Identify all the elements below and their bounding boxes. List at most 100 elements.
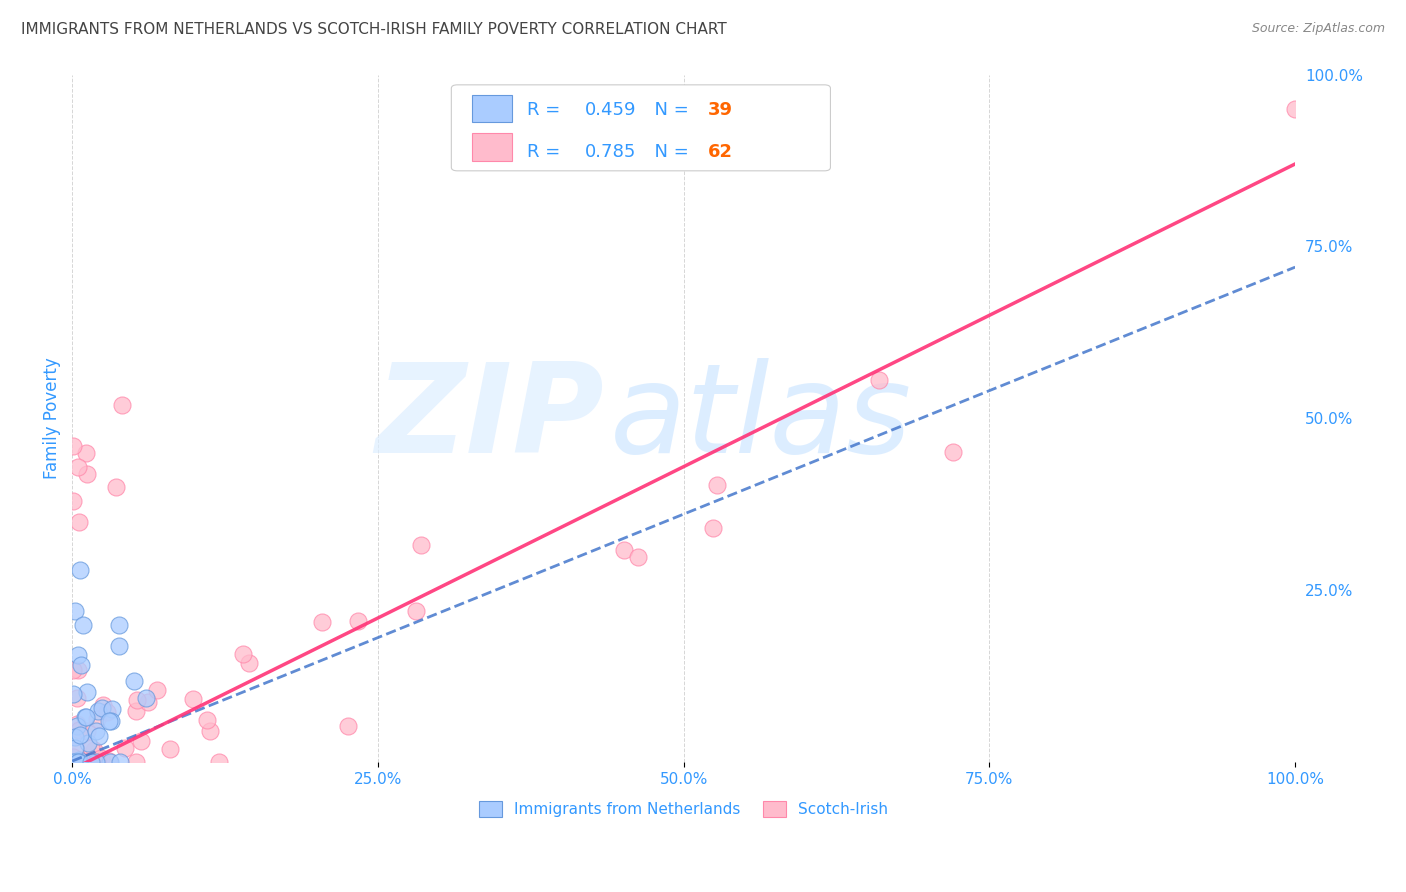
Point	[195, 713, 218, 727]
Point	[86, 756, 108, 770]
Point	[63, 730, 86, 744]
Point	[73, 710, 96, 724]
Point	[1284, 102, 1306, 116]
Point	[129, 734, 152, 748]
Point	[409, 538, 432, 552]
Point	[942, 445, 965, 459]
Point	[96, 705, 118, 719]
Point	[76, 467, 98, 481]
Point	[198, 723, 221, 738]
Point	[72, 618, 94, 632]
Point	[104, 480, 127, 494]
Point	[86, 712, 108, 726]
Point	[159, 741, 181, 756]
Point	[311, 615, 333, 629]
Point	[62, 756, 84, 770]
Text: N =: N =	[644, 143, 695, 161]
Point	[66, 756, 89, 770]
Bar	[472, 95, 512, 122]
Text: Source: ZipAtlas.com: Source: ZipAtlas.com	[1251, 22, 1385, 36]
Point	[66, 719, 89, 733]
Point	[70, 756, 93, 770]
Point	[62, 494, 84, 508]
Text: 0.785: 0.785	[585, 143, 636, 161]
Point	[125, 692, 148, 706]
Point	[69, 756, 91, 770]
Point	[70, 756, 93, 770]
Text: ZIP: ZIP	[375, 358, 605, 479]
Text: atlas: atlas	[610, 358, 912, 479]
Point	[146, 683, 169, 698]
Point	[97, 754, 120, 768]
Point	[62, 756, 84, 770]
Point	[77, 756, 100, 770]
Point	[208, 756, 231, 770]
Text: R =: R =	[527, 102, 567, 120]
Point	[80, 741, 103, 756]
Point	[110, 756, 132, 770]
Point	[76, 685, 98, 699]
Point	[83, 743, 105, 757]
Point	[79, 756, 101, 770]
Point	[706, 478, 728, 492]
Bar	[472, 134, 512, 161]
Point	[90, 751, 112, 765]
Point	[122, 673, 145, 688]
Point	[84, 723, 107, 738]
Point	[346, 615, 368, 629]
Point	[62, 750, 84, 764]
Point	[91, 698, 114, 713]
Point	[77, 735, 100, 749]
Point	[62, 756, 84, 770]
Point	[90, 701, 112, 715]
Point	[70, 658, 93, 673]
Text: R =: R =	[527, 143, 567, 161]
Point	[62, 756, 84, 770]
Point	[108, 617, 131, 632]
Point	[62, 756, 84, 770]
Point	[100, 714, 122, 728]
FancyBboxPatch shape	[451, 85, 831, 171]
Point	[62, 756, 84, 770]
Point	[67, 723, 90, 737]
Point	[62, 756, 84, 770]
Point	[63, 741, 86, 756]
Point	[702, 521, 724, 535]
Point	[98, 756, 121, 770]
Point	[89, 729, 111, 743]
Point	[613, 543, 636, 558]
Point	[69, 563, 91, 577]
Point	[65, 743, 87, 757]
Point	[124, 756, 146, 770]
Point	[75, 710, 97, 724]
Point	[627, 550, 650, 565]
Text: 0.459: 0.459	[585, 102, 636, 120]
Point	[65, 756, 87, 770]
Point	[66, 717, 89, 731]
Point	[62, 663, 84, 677]
Point	[72, 756, 94, 770]
Point	[75, 446, 97, 460]
Text: 39: 39	[709, 102, 733, 120]
Point	[67, 756, 90, 770]
Point	[232, 647, 254, 661]
Point	[114, 740, 136, 755]
Point	[87, 704, 110, 718]
Point	[62, 439, 84, 453]
Point	[67, 648, 90, 663]
Point	[67, 756, 90, 770]
Point	[83, 756, 105, 770]
Point	[136, 695, 159, 709]
Point	[67, 663, 90, 677]
Point	[76, 724, 98, 739]
Point	[337, 719, 360, 733]
Y-axis label: Family Poverty: Family Poverty	[44, 358, 60, 479]
Point	[69, 728, 91, 742]
Point	[181, 692, 204, 706]
Point	[238, 656, 260, 670]
Text: 62: 62	[709, 143, 733, 161]
Point	[65, 604, 87, 618]
Point	[405, 605, 427, 619]
Point	[97, 714, 120, 728]
Point	[62, 687, 84, 701]
